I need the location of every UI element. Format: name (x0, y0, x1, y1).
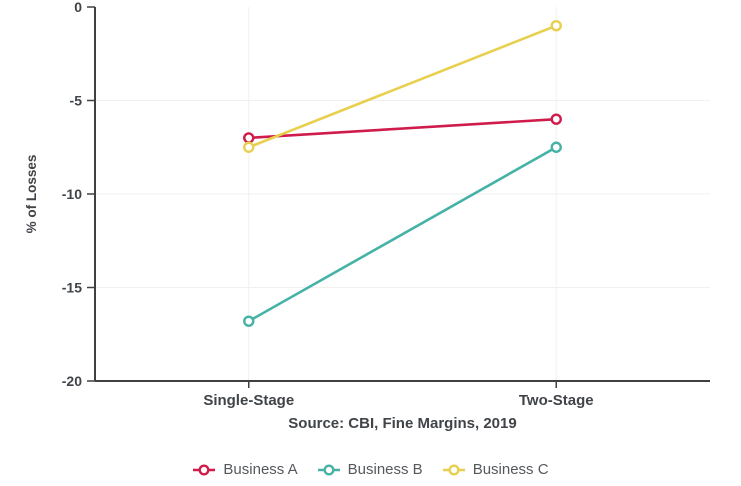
plot-area: 0 -5 -10 -15 -20 Single-Stage Two-Stage % of Lo… (24, 0, 710, 409)
legend-item-business-a[interactable]: Business A (192, 461, 298, 478)
y-tick-label: -5 (70, 93, 83, 109)
y-tick-label: -20 (62, 373, 82, 389)
data-point-business-a-two-stage[interactable] (550, 113, 562, 125)
series-line-business-a (248, 117, 557, 140)
legend-label-business-c: Business C (472, 461, 549, 478)
legend-label-business-b: Business B (347, 461, 423, 478)
y-axis-title: % of Losses (24, 155, 39, 234)
y-tick-label: -10 (62, 186, 82, 202)
data-point-business-b-single-stage[interactable] (243, 315, 255, 327)
legend-marker-business-b (317, 463, 340, 476)
legend-label-business-a: Business A (223, 461, 298, 478)
series-line-business-b (248, 146, 557, 323)
source-note: Source: CBI, Fine Margins, 2019 (288, 415, 517, 432)
data-point-business-a-single-stage[interactable] (243, 132, 255, 144)
y-tick-label: -15 (62, 280, 82, 296)
x-category-label-single-stage: Single-Stage (203, 392, 294, 409)
series-line-business-c (248, 24, 557, 149)
legend-marker-business-c (442, 463, 465, 476)
x-category-label-two-stage: Two-Stage (519, 392, 594, 409)
legend-item-business-c[interactable]: Business C (442, 461, 549, 478)
legend: Business A Business B Business C (0, 461, 741, 478)
data-point-business-c-two-stage[interactable] (550, 20, 562, 32)
legend-item-business-b[interactable]: Business B (317, 461, 423, 478)
data-point-business-c-single-stage[interactable] (243, 141, 255, 153)
y-tick-label: 0 (74, 0, 82, 15)
data-point-business-b-two-stage[interactable] (550, 141, 562, 153)
legend-marker-business-a (193, 463, 216, 476)
